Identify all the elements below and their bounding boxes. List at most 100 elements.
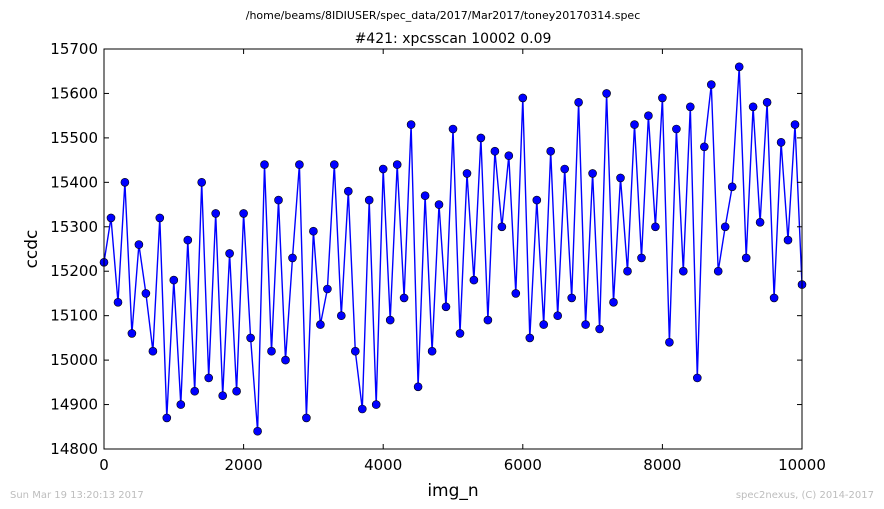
data-point: [623, 266, 632, 276]
data-point: [378, 164, 388, 174]
data-point: [434, 200, 444, 209]
data-point: [183, 235, 193, 245]
data-point: [204, 373, 213, 383]
x-axis-label: img_n: [427, 481, 478, 501]
data-point: [539, 320, 549, 329]
data-point: [246, 333, 255, 343]
data-point: [546, 146, 556, 156]
data-point: [211, 209, 220, 218]
data-point: [371, 400, 381, 409]
data-point: [713, 266, 723, 276]
data-point: [190, 386, 199, 396]
y-tick-label: 14900: [50, 396, 98, 414]
data-point: [692, 373, 702, 383]
data-point: [343, 186, 353, 196]
data-point: [155, 213, 165, 223]
data-point: [441, 302, 451, 312]
data-point: [532, 195, 542, 205]
data-point: [336, 311, 346, 321]
data-point: [329, 160, 339, 169]
footer-credit: spec2nexus, (C) 2014-2017: [736, 490, 874, 501]
data-point: [595, 324, 604, 334]
data-point: [134, 240, 144, 249]
x-tick-label: 6000: [504, 456, 542, 474]
data-point: [120, 178, 130, 187]
data-point: [113, 297, 123, 307]
data-point: [755, 218, 765, 227]
data-point: [309, 226, 318, 236]
data-point: [685, 102, 695, 112]
chart-title: #421: xpcsscan 10002 0.09: [355, 31, 552, 47]
data-point: [497, 222, 507, 232]
data-point: [483, 315, 493, 325]
data-point: [567, 293, 577, 303]
footer-timestamp: Sun Mar 19 13:20:13 2017: [10, 490, 144, 501]
data-point: [253, 426, 262, 436]
data-point: [748, 102, 758, 112]
data-point: [141, 289, 151, 298]
y-tick-label: 15700: [50, 40, 98, 58]
data-point: [462, 169, 472, 178]
data-point: [385, 315, 395, 325]
data-point: [790, 120, 800, 129]
y-tick-label: 15300: [50, 218, 98, 236]
data-point: [281, 355, 290, 365]
data-point: [658, 93, 667, 103]
data-point: [260, 160, 269, 169]
data-point: [288, 253, 297, 263]
data-point: [706, 80, 716, 89]
data-point: [218, 391, 227, 401]
data-point: [616, 173, 625, 183]
data-point: [350, 346, 360, 356]
plot-frame: [103, 48, 803, 450]
data-point: [518, 93, 528, 103]
data-point: [588, 169, 597, 178]
axis-ticks: 0 2000 4000 6000 8000 10000 14800 14900 15000 151…: [50, 40, 826, 474]
data-point: [302, 413, 311, 423]
data-point: [553, 311, 563, 321]
data-point: [427, 346, 437, 356]
y-tick-label: 15400: [50, 173, 98, 191]
y-tick-label: 14800: [50, 440, 98, 458]
data-point: [176, 400, 186, 409]
data-point: [609, 297, 618, 307]
data-layer: [99, 62, 807, 436]
x-tick-label: 8000: [643, 456, 681, 474]
data-point: [232, 386, 241, 396]
y-tick-label: 15000: [50, 351, 98, 369]
data-point: [644, 111, 653, 120]
data-point: [357, 404, 367, 414]
data-point: [323, 284, 332, 294]
data-point: [413, 382, 423, 392]
data-point: [776, 138, 786, 147]
data-point: [267, 346, 276, 356]
y-axis-label: ccdc: [22, 230, 42, 269]
data-point: [225, 249, 234, 258]
data-point: [406, 120, 416, 129]
data-point: [239, 209, 248, 218]
data-point: [197, 178, 206, 187]
data-point: [476, 133, 486, 143]
data-point: [295, 160, 304, 169]
y-tick-label: 15200: [50, 262, 98, 280]
data-point: [581, 320, 590, 329]
data-point: [399, 293, 409, 303]
data-point: [525, 333, 535, 343]
data-point: [106, 213, 116, 223]
data-point: [364, 195, 374, 205]
data-point: [665, 337, 674, 347]
data-point: [504, 151, 514, 160]
data-point: [448, 124, 458, 134]
data-point: [316, 320, 325, 329]
data-point: [162, 413, 172, 423]
data-point: [574, 98, 583, 107]
data-point: [630, 120, 639, 129]
data-point: [560, 164, 570, 174]
data-point: [127, 329, 137, 338]
x-tick-label: 0: [99, 456, 109, 474]
data-point: [602, 89, 611, 98]
data-point: [274, 195, 283, 205]
data-point: [734, 62, 744, 72]
data-point: [637, 253, 646, 263]
